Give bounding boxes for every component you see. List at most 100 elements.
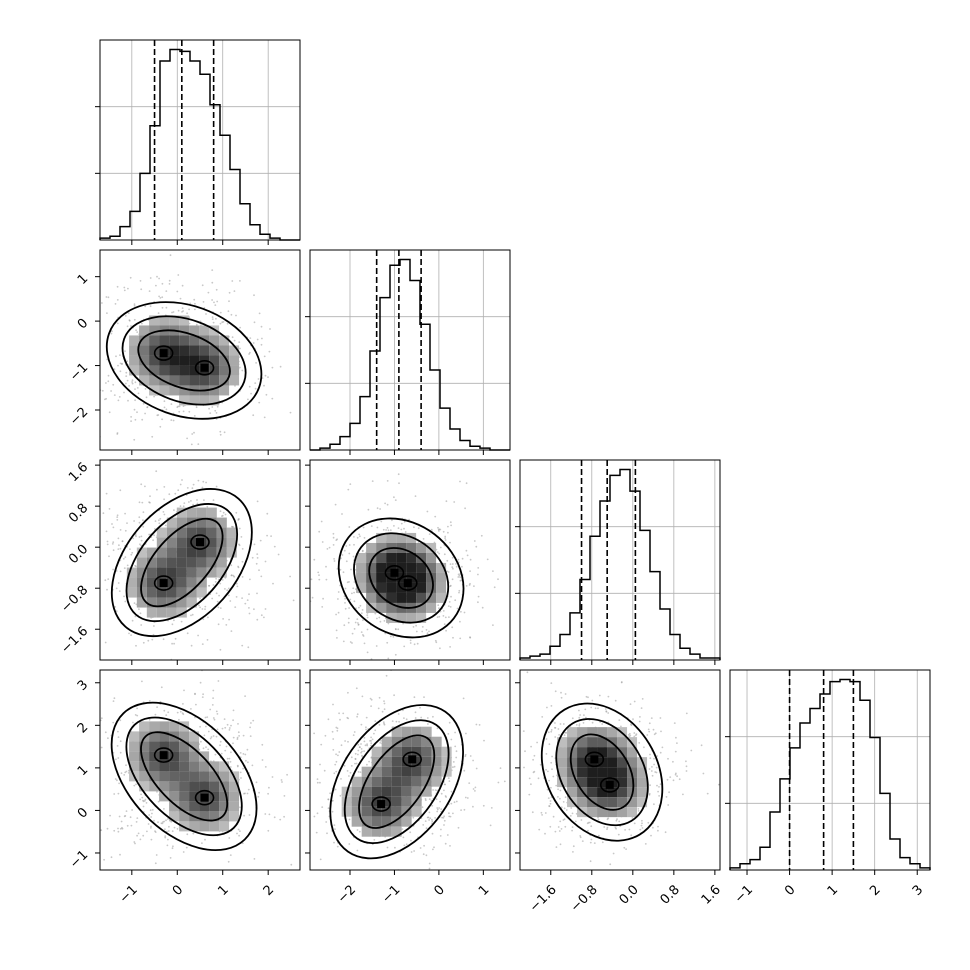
scatter-point (331, 799, 334, 802)
scatter-point (251, 556, 254, 559)
density-cell (607, 747, 618, 758)
scatter-point (321, 541, 324, 543)
scatter-point (236, 736, 239, 739)
scatter-point (452, 812, 454, 815)
mode-peak (390, 568, 399, 577)
density-cell (401, 786, 412, 797)
density-cell (139, 771, 150, 782)
scatter-point (524, 750, 526, 753)
density-cell (129, 355, 140, 366)
scatter-point (635, 734, 637, 737)
scatter-point (272, 582, 274, 585)
scatter-point (64, 552, 66, 554)
scatter-point (107, 380, 110, 383)
scatter-point (221, 579, 224, 581)
scatter-point (167, 838, 169, 841)
scatter-point (107, 578, 110, 580)
scatter-point (117, 827, 119, 830)
scatter-point (213, 718, 216, 721)
scatter-point (140, 483, 143, 486)
scatter-point (340, 778, 342, 780)
scatter-point (228, 618, 231, 621)
scatter-point (618, 820, 621, 823)
scatter-point (335, 760, 338, 763)
density-cell (196, 527, 207, 538)
scatter-point (66, 799, 68, 801)
y-tick-label: 1.6 (66, 460, 91, 485)
density-cell (149, 335, 160, 346)
scatter-point (548, 743, 551, 746)
density-cell (617, 737, 628, 748)
scatter-point (453, 501, 456, 503)
scatter-point (257, 795, 260, 798)
scatter-point (306, 630, 308, 632)
scatter-point (279, 365, 282, 368)
scatter-point (638, 742, 641, 744)
scatter-point (264, 766, 267, 768)
scatter-point (97, 528, 99, 530)
scatter-point (146, 406, 149, 408)
scatter-point (201, 486, 204, 489)
scatter-point (515, 740, 517, 742)
density-cell (396, 592, 407, 603)
scatter-point (255, 781, 258, 784)
scatter-point (382, 528, 385, 531)
density-cell (557, 747, 568, 758)
scatter-point (100, 746, 103, 749)
scatter-point (202, 301, 205, 303)
density-cell (376, 582, 387, 593)
scatter-point (405, 718, 408, 721)
scatter-point (358, 533, 361, 536)
scatter-point (358, 746, 361, 748)
density-cell (436, 562, 447, 573)
scatter-point (168, 283, 171, 285)
scatter-point (238, 544, 241, 547)
density-cell (567, 777, 578, 788)
scatter-point (115, 758, 117, 761)
scatter-point (326, 832, 328, 835)
scatter-point (116, 516, 119, 518)
scatter-point (444, 783, 446, 786)
density-cell (577, 727, 588, 738)
scatter-point (633, 700, 636, 703)
panel-frame (99, 669, 301, 871)
scatter-point (558, 734, 560, 736)
scatter-point (354, 762, 356, 765)
panel-background (520, 460, 720, 660)
scatter-point (346, 581, 349, 584)
scatter-point (578, 723, 581, 725)
scatter-point (345, 560, 348, 563)
scatter-point (214, 663, 216, 665)
density-cell (169, 315, 180, 326)
scatter-point (182, 405, 185, 407)
scatter-point (633, 735, 636, 738)
scatter-point (134, 399, 137, 402)
panel-frame (309, 669, 511, 871)
scatter-point (227, 587, 230, 590)
density-cell (406, 582, 417, 593)
density-cell (209, 375, 220, 386)
scatter-point (113, 793, 116, 795)
scatter-point (235, 582, 238, 585)
scatter-point (167, 818, 169, 820)
scatter-point (250, 722, 252, 724)
scatter-point (204, 716, 207, 719)
scatter-point (121, 827, 124, 830)
scatter-point (118, 590, 121, 592)
density-cell (391, 826, 402, 837)
density-cell (209, 781, 220, 792)
scatter-point (114, 303, 117, 305)
scatter-point (419, 706, 421, 709)
scatter-point (140, 624, 143, 626)
scatter-point (555, 846, 558, 848)
scatter-point (173, 826, 176, 829)
scatter-point (578, 709, 580, 712)
density-cell (186, 597, 197, 608)
scatter-point (196, 499, 198, 501)
scatter-point (168, 279, 171, 282)
scatter-point (106, 540, 109, 543)
scatter-point (363, 537, 366, 539)
scatter-point (200, 740, 202, 743)
scatter-point (497, 781, 500, 784)
density-cell (229, 781, 240, 792)
